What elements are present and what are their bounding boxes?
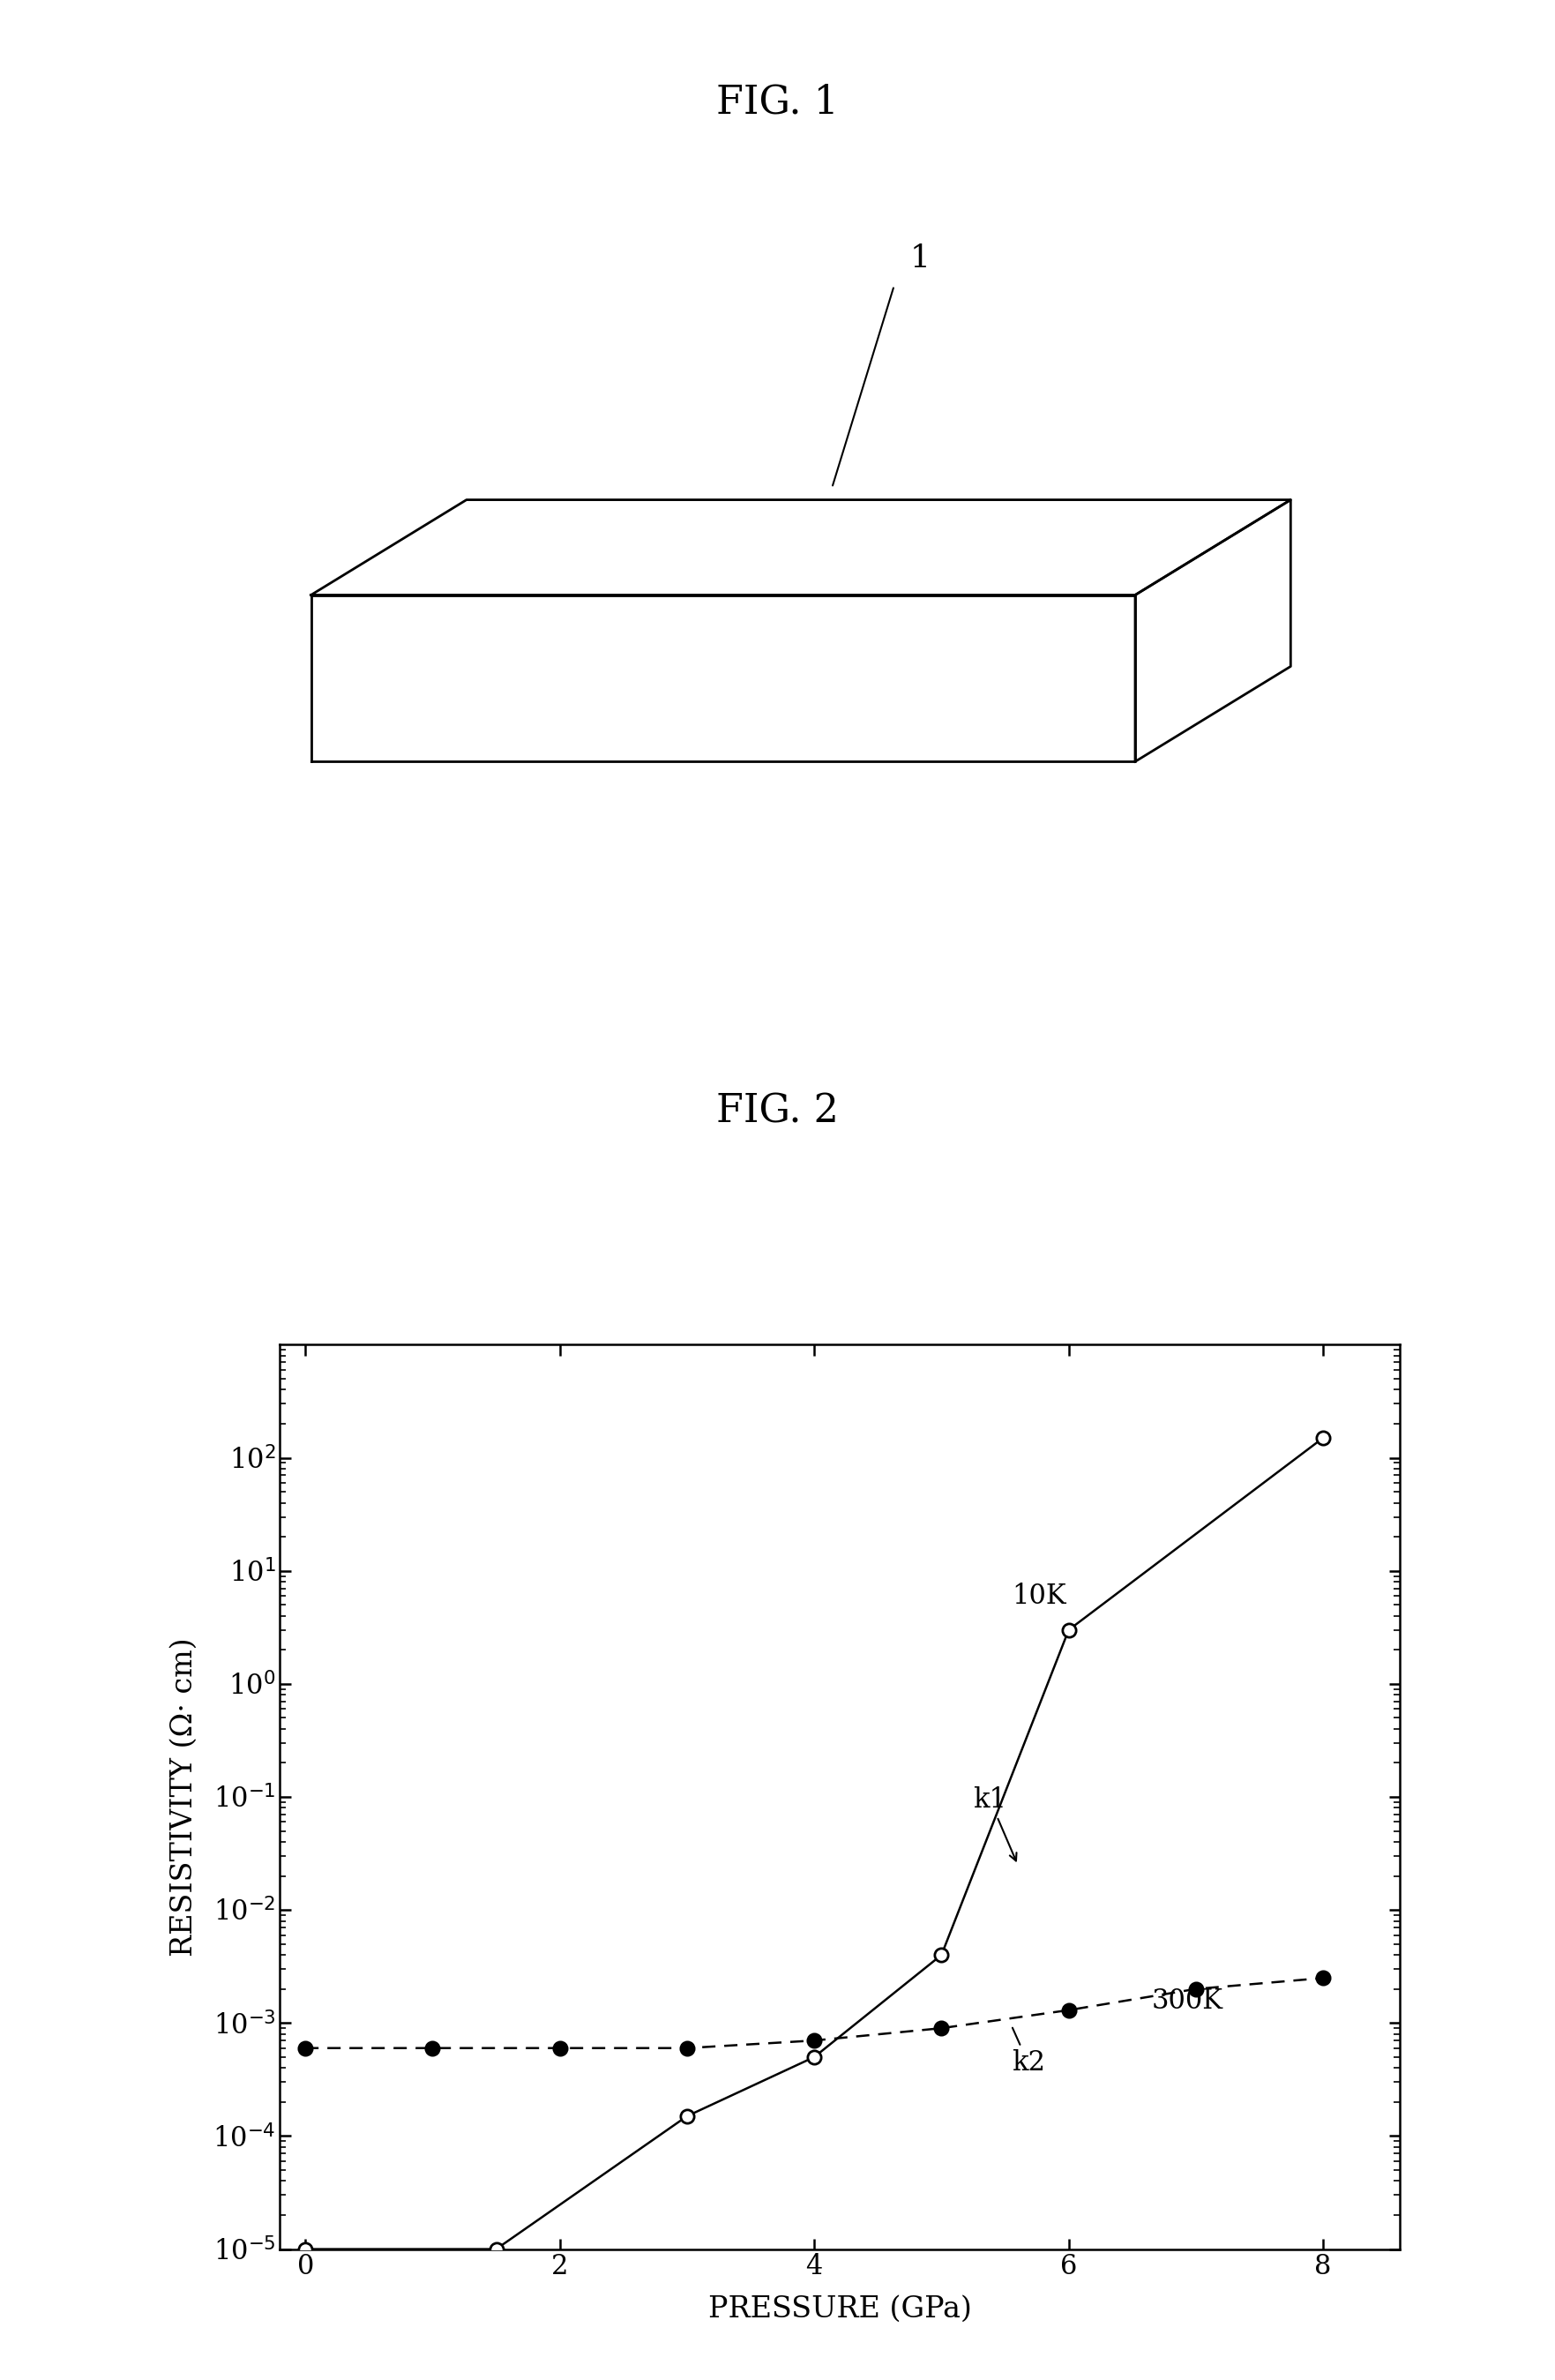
Y-axis label: RESISTIVITY (Ω· cm): RESISTIVITY (Ω· cm)	[169, 1637, 197, 1956]
Text: 10K: 10K	[1011, 1583, 1065, 1609]
Text: FIG. 2: FIG. 2	[717, 1092, 838, 1130]
Text: k1: k1	[973, 1787, 1017, 1861]
Text: 300K: 300K	[1151, 1987, 1222, 2016]
X-axis label: PRESSURE (GPa): PRESSURE (GPa)	[708, 2294, 972, 2323]
Text: FIG. 1: FIG. 1	[717, 83, 838, 121]
Text: 1: 1	[910, 243, 930, 274]
Text: k2: k2	[1011, 2028, 1045, 2078]
